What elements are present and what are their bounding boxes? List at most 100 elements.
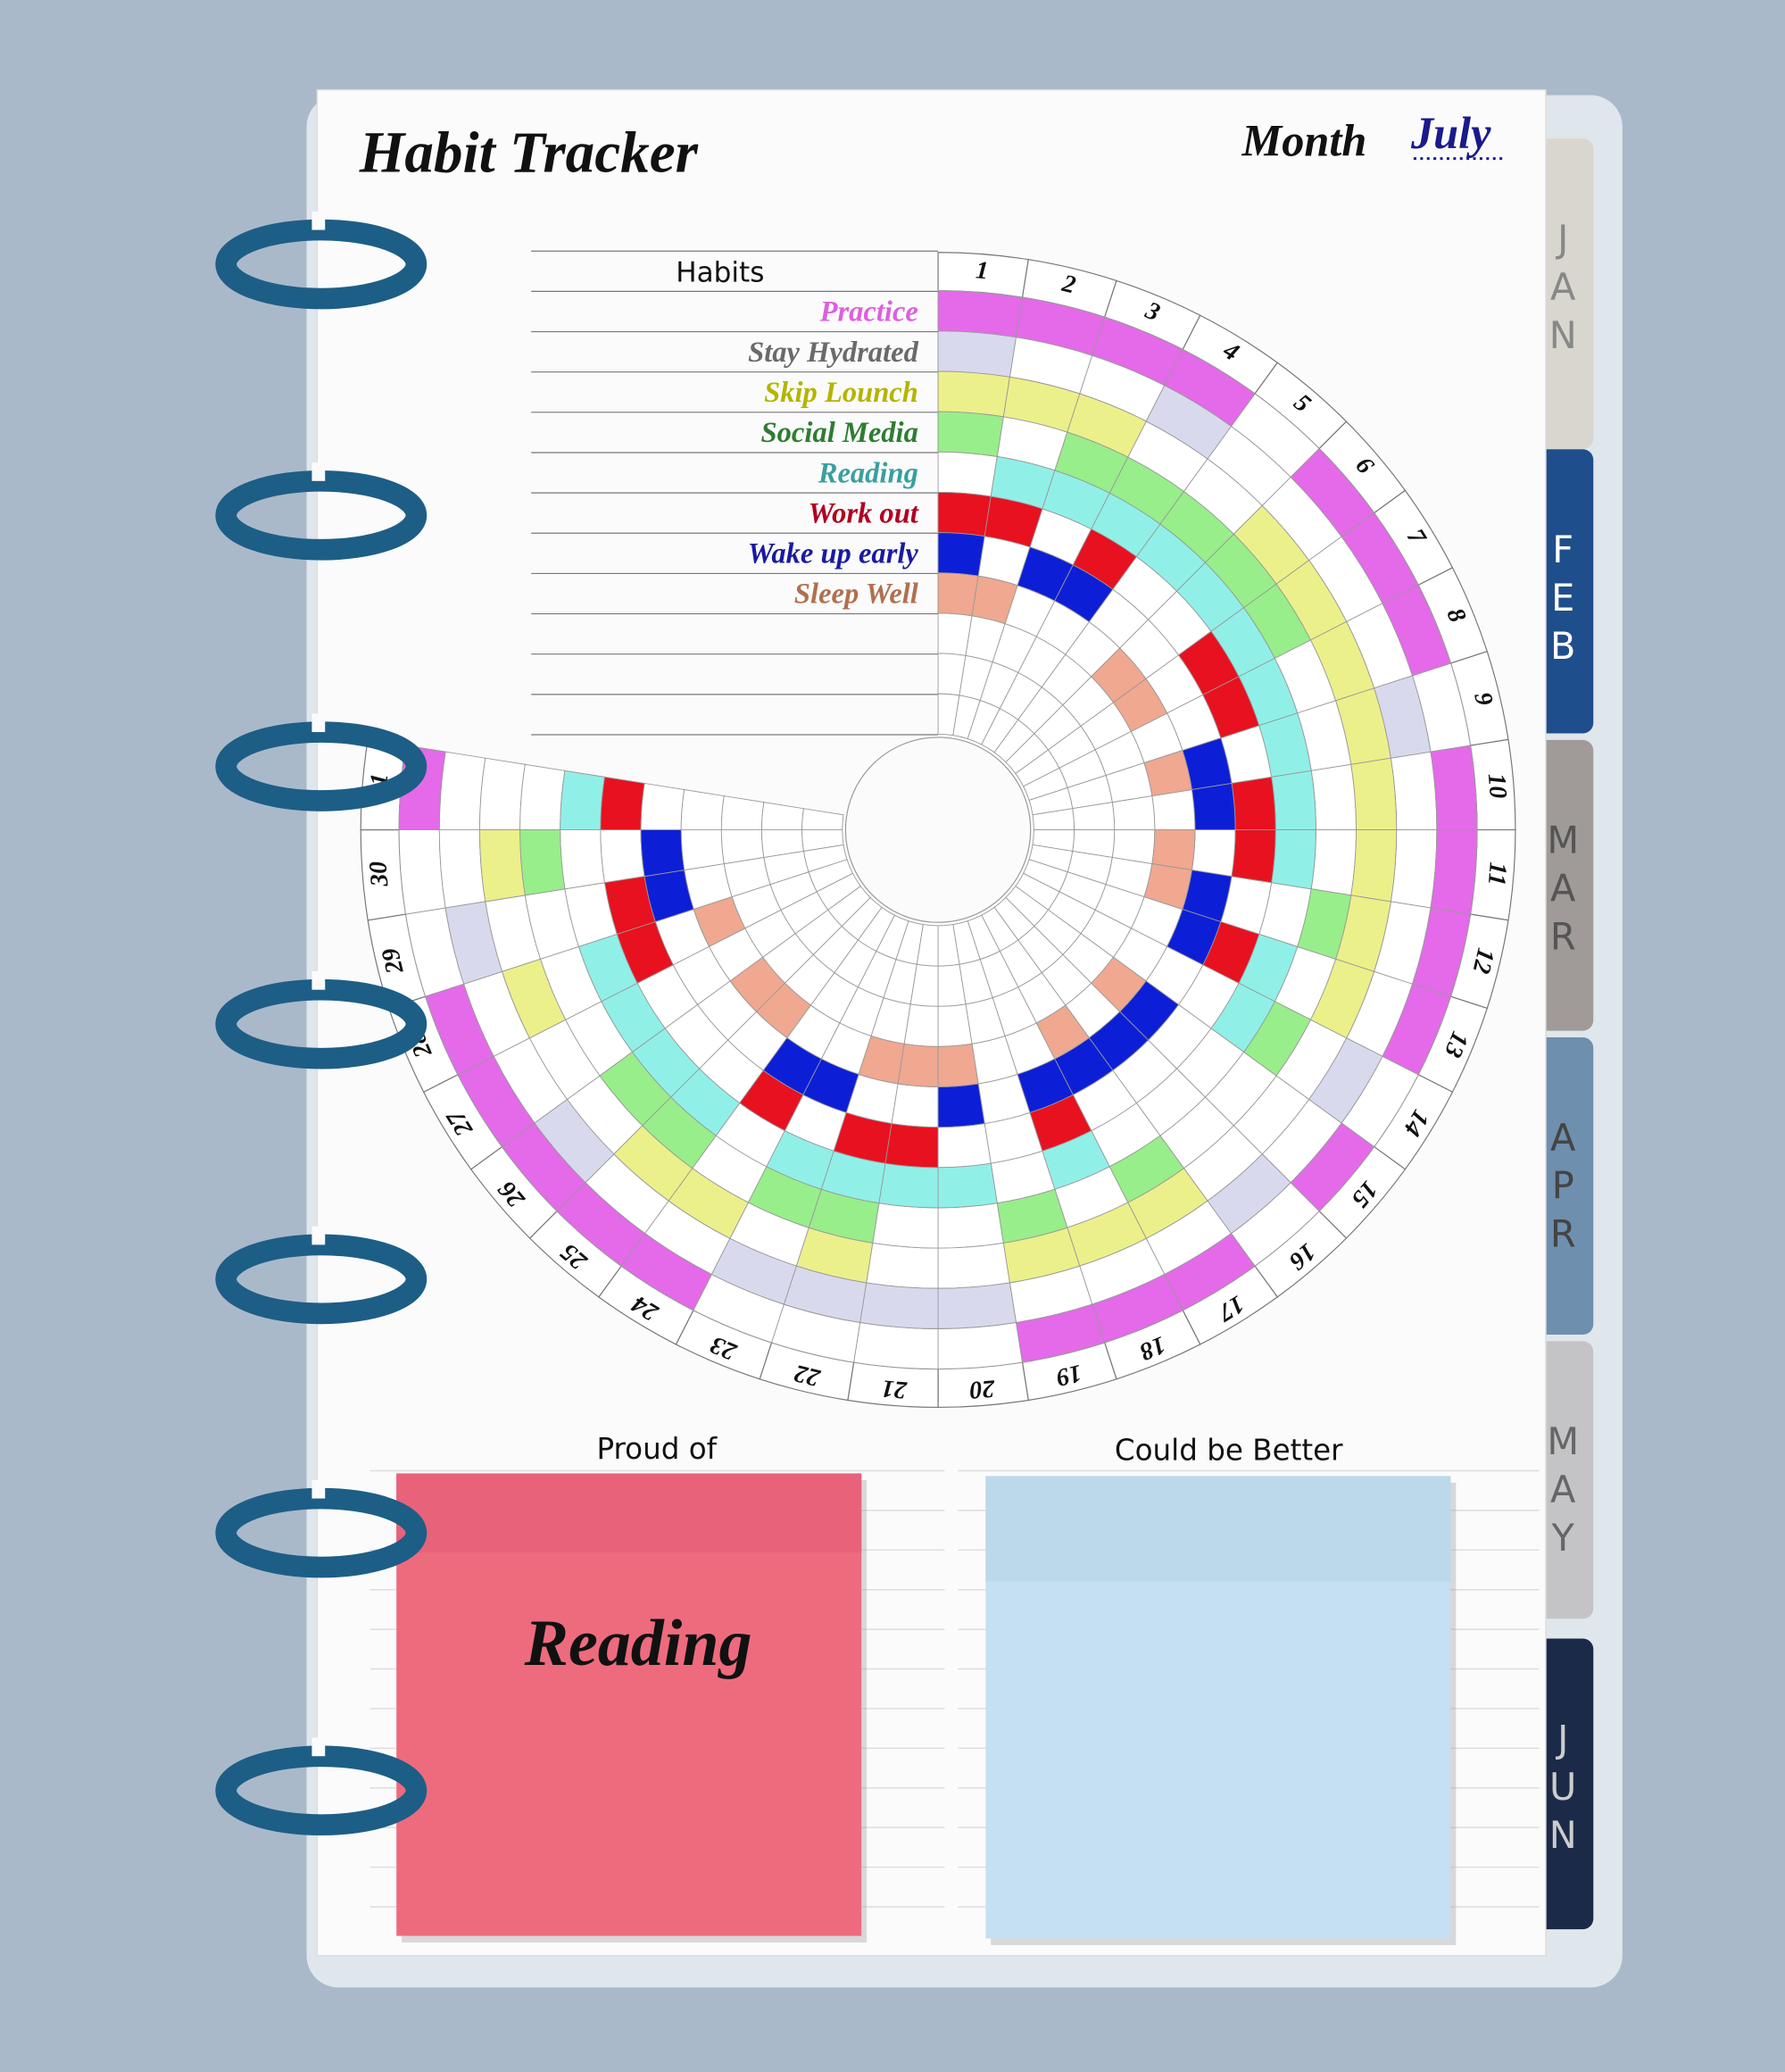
tab-label: MAY	[1541, 1420, 1584, 1565]
grid-cell	[891, 1083, 939, 1128]
habit-cell	[478, 829, 526, 903]
habit-cell	[859, 1282, 939, 1329]
better-title: Could be Better	[1115, 1434, 1343, 1468]
ring-gap	[311, 1737, 326, 1757]
ring-gap	[311, 713, 326, 733]
habit-cell	[884, 1123, 939, 1169]
sticky-note-band	[985, 1476, 1451, 1582]
ring-gap	[311, 1479, 326, 1499]
habit-cell	[1017, 1058, 1074, 1113]
grid-cell	[640, 782, 685, 831]
habit-cell	[534, 1098, 615, 1184]
habit-cell	[937, 1043, 979, 1087]
month-tab	[1532, 1036, 1594, 1336]
center-circle	[844, 736, 1032, 923]
habit-cell	[937, 411, 1004, 457]
grid-cell	[600, 829, 645, 884]
month-tab	[1532, 138, 1594, 450]
habit-cell	[519, 829, 566, 896]
habit-name: Stay Hydrated	[748, 337, 918, 369]
habit-name: Work out	[809, 497, 919, 529]
grid-cell	[438, 829, 486, 909]
ring-gap	[311, 211, 326, 230]
habit-cell	[1231, 776, 1276, 831]
habit-cell	[1191, 782, 1236, 831]
day-label: 19	[1053, 1359, 1084, 1392]
habit-cell	[996, 1188, 1068, 1244]
habit-name: Wake up early	[748, 538, 919, 570]
grid-cell	[720, 795, 765, 831]
grid-cell	[872, 1202, 939, 1249]
habit-cell	[937, 532, 985, 577]
habit-cell	[1210, 982, 1275, 1053]
month-tab	[1532, 739, 1594, 1031]
habit-cell	[560, 770, 606, 831]
habit-cell	[858, 1035, 905, 1085]
habit-cell	[971, 575, 1018, 625]
proud-title: Proud of	[596, 1432, 718, 1466]
binder-ring	[215, 978, 428, 1069]
habit-cell	[937, 1083, 985, 1128]
habit-cell	[1054, 564, 1114, 623]
tabs: JAN FEB MAR APR MAY JUN	[1532, 138, 1594, 1930]
month: July	[1410, 108, 1491, 158]
day-label: 2	[1059, 270, 1078, 300]
habit-name: Social Media	[761, 417, 918, 449]
habit-cell	[937, 1282, 1017, 1329]
grid-cell	[937, 1003, 973, 1047]
habit-cell	[1035, 1004, 1090, 1060]
habit-wheel: 1 234567891011121314151617181920212223242…	[360, 252, 1516, 1409]
habit-name: Reading	[818, 457, 918, 489]
tab-label: JAN	[1541, 218, 1584, 362]
grid-cell	[1310, 763, 1357, 831]
grid-cell	[680, 789, 725, 831]
month-tab	[1532, 449, 1594, 734]
habit-cell	[693, 896, 746, 947]
habit-cell	[1091, 956, 1147, 1012]
habit-cell	[937, 572, 979, 617]
grid-cell	[398, 829, 446, 915]
habit-cell	[1297, 888, 1352, 960]
day-label: 12	[1467, 945, 1500, 977]
grid-cell	[519, 763, 566, 831]
grid-cell	[1390, 829, 1438, 909]
habit-name: Sleep Well	[794, 578, 918, 611]
habit-cell	[502, 958, 567, 1039]
habit-cell	[937, 491, 992, 537]
month-label: Month	[1241, 116, 1367, 166]
habit-cell	[1430, 745, 1478, 831]
habit-cell	[937, 1162, 998, 1209]
tab-label: FEB	[1541, 528, 1584, 673]
binder-rings	[215, 211, 428, 1836]
habit-cell	[937, 370, 1010, 418]
habit-cell	[937, 290, 1024, 338]
habit-cell	[1308, 1037, 1383, 1124]
habit-cell	[1151, 829, 1196, 871]
habit-cell	[1271, 829, 1316, 890]
day-label: 11	[1482, 861, 1512, 886]
day-label: 30	[364, 861, 394, 888]
grid-cell	[720, 829, 765, 865]
grid-cell	[1310, 829, 1357, 896]
ring-gap	[311, 462, 326, 481]
habit-cell	[1145, 385, 1233, 460]
habit-cell	[1350, 829, 1398, 903]
grid-cell	[853, 1321, 939, 1369]
day-label: 9	[1468, 689, 1498, 708]
grid-cell	[1151, 789, 1196, 831]
grid-cell	[438, 751, 486, 831]
habit-cell	[1143, 750, 1192, 797]
day-label: 20	[968, 1374, 996, 1403]
grid-cell	[937, 1202, 1004, 1249]
day-label: 10	[1482, 772, 1512, 799]
habit-cell	[1143, 863, 1192, 911]
grid-cell	[801, 808, 844, 831]
tab-label: APR	[1541, 1117, 1584, 1261]
habit-cell	[600, 776, 645, 831]
grid-cell	[937, 1242, 1010, 1289]
habit-cell	[1350, 757, 1398, 831]
habit-name: Practice	[819, 296, 918, 329]
habit-list: Habits Practice Stay Hydrated Skip Lounch So…	[531, 250, 939, 736]
grid-cell	[937, 1123, 992, 1169]
